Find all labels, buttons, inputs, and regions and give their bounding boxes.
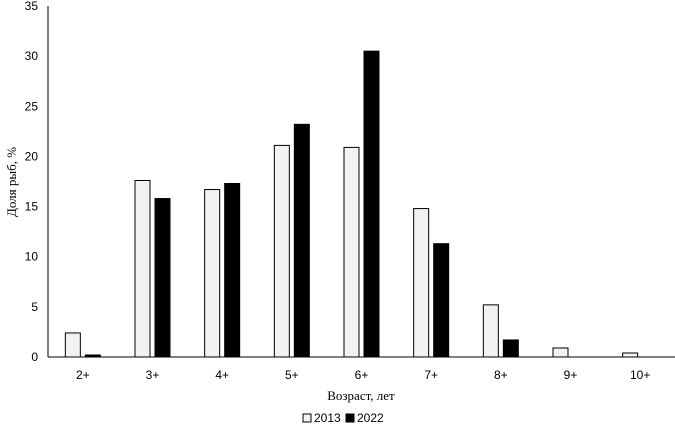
bar-2013-2+ — [64, 332, 81, 358]
x-tick-label: 9+ — [564, 368, 578, 382]
y-tick-label: 20 — [25, 149, 39, 163]
bar-2013-5+ — [273, 144, 290, 358]
x-tick-label: 5+ — [285, 368, 299, 382]
y-tick-label: 25 — [25, 99, 39, 113]
legend-swatch-2013 — [302, 413, 312, 423]
x-tick-label: 3+ — [146, 368, 160, 382]
legend-swatch-2022 — [345, 413, 355, 423]
x-tick-label: 6+ — [355, 368, 369, 382]
legend-label: 2022 — [357, 411, 384, 425]
y-tick-label: 5 — [31, 300, 38, 314]
bar-2022-8+ — [502, 339, 519, 358]
y-tick-label: 10 — [25, 250, 39, 264]
bar-2013-6+ — [343, 146, 360, 358]
bar-2022-4+ — [224, 183, 241, 358]
bar-2013-4+ — [204, 189, 221, 358]
x-tick-label: 10+ — [630, 368, 650, 382]
x-tick-label: 7+ — [424, 368, 438, 382]
bar-2013-7+ — [413, 208, 430, 358]
y-axis-label: Доля рыб, % — [4, 147, 19, 217]
bar-2022-5+ — [293, 123, 310, 358]
y-tick-label: 30 — [25, 49, 39, 63]
x-tick-label: 8+ — [494, 368, 508, 382]
bar-2022-3+ — [154, 198, 171, 358]
bar-2022-7+ — [433, 243, 450, 358]
bar-2013-10+ — [622, 352, 639, 358]
y-tick-label: 35 — [25, 0, 39, 13]
bar-2022-6+ — [363, 50, 380, 358]
y-tick-label: 0 — [31, 350, 38, 364]
y-tick-label: 15 — [25, 200, 39, 214]
legend-label: 2013 — [314, 411, 341, 425]
x-axis-label: Возраст, лет — [327, 388, 395, 403]
x-tick-label: 4+ — [215, 368, 229, 382]
x-tick-label: 2+ — [76, 368, 90, 382]
bar-2013-3+ — [134, 179, 151, 358]
bar-2013-9+ — [552, 347, 569, 358]
legend: 2013 2022 — [302, 411, 384, 425]
bar-2013-8+ — [482, 304, 499, 358]
